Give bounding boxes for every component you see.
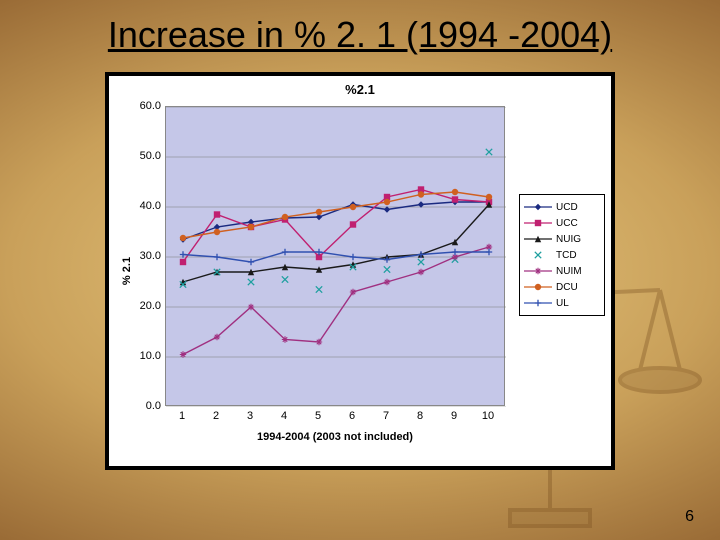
legend-item: DCU: [524, 279, 600, 295]
chart-area: %2.1 % 2.1 1994-2004 (2003 not included)…: [109, 76, 611, 466]
legend-label: UCC: [556, 218, 578, 229]
plot-area: [165, 106, 505, 406]
x-tick-label: 8: [417, 410, 423, 422]
legend-label: UCD: [556, 202, 578, 213]
x-axis-label: 1994-2004 (2003 not included): [165, 431, 505, 443]
legend-label: NUIM: [556, 266, 582, 277]
legend-label: TCD: [556, 250, 577, 261]
x-tick-label: 5: [315, 410, 321, 422]
y-tick-label: 50.0: [129, 150, 161, 162]
legend-item: TCD: [524, 247, 600, 263]
legend-item: NUIM: [524, 263, 600, 279]
legend-item: NUIG: [524, 231, 600, 247]
y-tick-label: 20.0: [129, 300, 161, 312]
y-tick-label: 10.0: [129, 350, 161, 362]
chart-container: %2.1 % 2.1 1994-2004 (2003 not included)…: [105, 72, 615, 470]
y-tick-label: 40.0: [129, 200, 161, 212]
x-tick-label: 3: [247, 410, 253, 422]
x-tick-label: 2: [213, 410, 219, 422]
legend-label: NUIG: [556, 234, 581, 245]
legend-label: UL: [556, 298, 569, 309]
x-tick-label: 4: [281, 410, 287, 422]
legend-label: DCU: [556, 282, 578, 293]
x-tick-label: 7: [383, 410, 389, 422]
x-tick-label: 10: [482, 410, 494, 422]
y-tick-label: 60.0: [129, 100, 161, 112]
chart-title: %2.1: [109, 82, 611, 97]
x-tick-label: 6: [349, 410, 355, 422]
legend: UCD UCC NUIG TCD NUIM DCU UL: [519, 194, 605, 316]
legend-item: UL: [524, 295, 600, 311]
x-tick-label: 9: [451, 410, 457, 422]
page-number: 6: [685, 508, 694, 526]
legend-item: UCD: [524, 199, 600, 215]
y-tick-label: 30.0: [129, 250, 161, 262]
slide-title: Increase in % 2. 1 (1994 -2004): [0, 14, 720, 56]
legend-item: UCC: [524, 215, 600, 231]
x-tick-label: 1: [179, 410, 185, 422]
y-tick-label: 0.0: [129, 400, 161, 412]
